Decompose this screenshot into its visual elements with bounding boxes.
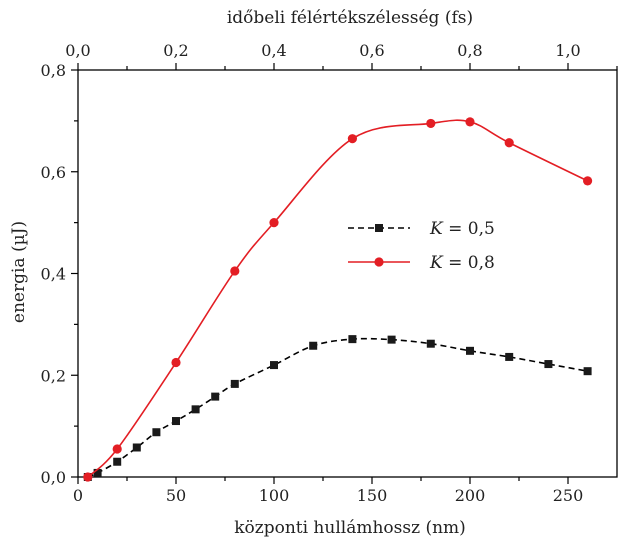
- series-2-point: [426, 118, 436, 129]
- series-2-point: [83, 472, 93, 482]
- legend-series-1-label: K = 0,5: [429, 219, 495, 239]
- x-tick-label: 0: [73, 486, 83, 505]
- legend-series-1-marker: [375, 224, 383, 232]
- series-2-point: [347, 134, 357, 144]
- y-axis-title: energia (µJ): [9, 221, 29, 323]
- series-1-point: [270, 361, 278, 370]
- y-tick-label: 0,2: [41, 366, 66, 385]
- legend-series-1-label-value: = 0,5: [443, 219, 495, 239]
- legend: K = 0,5K = 0,8: [348, 219, 495, 273]
- series-2-line: [87, 119, 588, 478]
- series-1-point: [211, 392, 220, 401]
- series-2-point: [112, 444, 122, 454]
- y-tick-label: 0,0: [41, 468, 66, 487]
- series-1-point: [172, 417, 180, 426]
- series-1-point: [387, 335, 396, 344]
- series-2-point: [583, 176, 593, 186]
- series-2-point: [230, 266, 240, 276]
- y-tick-label: 0,8: [41, 61, 66, 80]
- series-2-point: [504, 138, 514, 148]
- series-1-point: [309, 341, 318, 350]
- series-1-point: [583, 367, 592, 376]
- series-2-point: [269, 218, 279, 228]
- series-1-point: [152, 428, 161, 437]
- series-1-point: [348, 335, 357, 344]
- series-1-point: [93, 468, 102, 477]
- series-1-point: [113, 457, 122, 466]
- series-1-point: [505, 352, 514, 361]
- x-tick-label: 250: [553, 486, 584, 505]
- x-tick-label: 100: [259, 486, 290, 505]
- plot-frame: [77, 69, 618, 478]
- y-tick-label: 0,6: [41, 163, 66, 182]
- series-1-point: [466, 346, 474, 355]
- x2-tick-label: 0,2: [163, 41, 188, 60]
- series-1-point: [544, 360, 553, 369]
- legend-series-2-label-value: = 0,8: [443, 253, 495, 273]
- x-tick-label: 200: [455, 486, 486, 505]
- x2-tick-label: 0,6: [359, 41, 384, 60]
- x2-tick-label: 0,4: [261, 41, 286, 60]
- x2-axis-title: időbeli félértékszélesség (fs): [227, 8, 473, 28]
- x2-tick-label: 0,0: [65, 41, 90, 60]
- series-1-point: [132, 443, 141, 452]
- series-1-point: [426, 339, 435, 348]
- legend-series-2-label: K = 0,8: [429, 253, 495, 273]
- x-axis-title: központi hullámhossz (nm): [234, 518, 466, 538]
- x-tick-label: 150: [357, 486, 388, 505]
- x-tick-label: 50: [166, 486, 186, 505]
- y-tick-label: 0,4: [41, 265, 66, 284]
- legend-series-2-label-k: K: [429, 253, 444, 273]
- x2-tick-label: 0,8: [457, 41, 482, 60]
- series-2-point: [171, 357, 181, 368]
- series-1-point: [191, 405, 200, 414]
- series-1-point: [230, 379, 239, 388]
- legend-series-1-label-k: K: [429, 219, 444, 239]
- x2-tick-label: 1,0: [555, 41, 580, 60]
- series-2-point: [465, 117, 475, 127]
- axes: 0 50 100 150 200 250 0,0 0,2 0,4 0,6 0,8 1,0 0,0 0,2 0…: [41, 41, 618, 505]
- legend-series-2-marker: [374, 257, 384, 267]
- series-layer: [83, 117, 593, 482]
